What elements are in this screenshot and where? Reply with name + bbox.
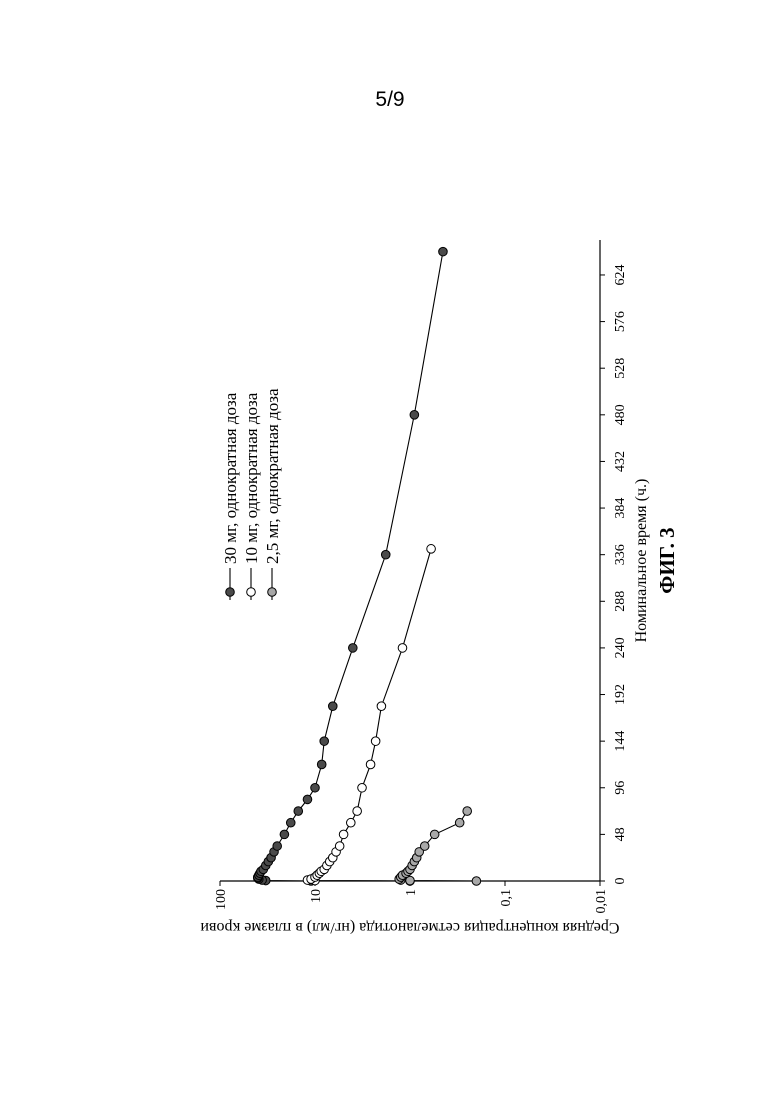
legend-entry: 10 мг, однократная доза: [242, 392, 261, 564]
legend-marker: [247, 588, 256, 597]
y-tick-label: 100: [214, 889, 229, 910]
page-number: 5/9: [0, 88, 780, 112]
data-point: [398, 644, 407, 653]
y-tick-label: 0,01: [594, 889, 609, 914]
legend: 30 мг, однократная доза10 мг, однократна…: [221, 388, 282, 600]
data-point: [303, 795, 312, 804]
x-tick-label: 0: [613, 878, 628, 885]
data-point: [328, 702, 337, 711]
data-point: [286, 818, 295, 827]
x-tick-label: 240: [613, 637, 628, 658]
data-point: [353, 807, 362, 816]
y-tick-label: 1: [404, 889, 419, 896]
x-tick-label: 528: [613, 358, 628, 379]
x-tick-label: 432: [613, 451, 628, 472]
x-tick-label: 48: [613, 827, 628, 841]
data-point: [311, 783, 320, 792]
figure-caption: ФИГ. 3: [655, 527, 679, 593]
series-layer: [254, 247, 481, 885]
legend-marker: [268, 588, 277, 597]
x-tick-label: 96: [613, 781, 628, 795]
chart-svg: 0489614419224028833638443248052857662410…: [80, 200, 700, 1000]
data-point: [472, 877, 481, 886]
data-point: [427, 545, 436, 554]
axes: 0489614419224028833638443248052857662410…: [214, 240, 628, 914]
legend-marker: [226, 588, 235, 597]
x-tick-label: 624: [613, 264, 628, 285]
x-tick-label: 384: [613, 498, 628, 519]
data-point: [455, 818, 464, 827]
data-point: [339, 830, 348, 839]
data-point: [366, 760, 375, 769]
data-point: [410, 411, 419, 420]
y-tick-label: 0,1: [499, 889, 514, 907]
rotated-plot-group: 0489614419224028833638443248052857662410…: [200, 240, 679, 936]
series-line: [308, 549, 432, 881]
y-tick-label: 10: [309, 889, 324, 903]
y-axis-label: Средняя концентрация сетмеланотида (нг/м…: [200, 919, 620, 936]
data-point: [377, 702, 386, 711]
data-point: [420, 842, 429, 851]
data-point: [335, 842, 344, 851]
legend-entry: 2,5 мг, однократная доза: [263, 388, 282, 564]
legend-entry: 30 мг, однократная доза: [221, 392, 240, 564]
x-tick-label: 576: [613, 311, 628, 332]
x-tick-label: 336: [613, 544, 628, 565]
series-1: [254, 247, 448, 885]
data-point: [317, 760, 326, 769]
x-tick-label: 480: [613, 404, 628, 425]
data-point: [280, 830, 289, 839]
series-3: [395, 807, 481, 886]
chart: 0489614419224028833638443248052857662410…: [80, 200, 700, 1000]
series-2: [303, 545, 435, 886]
data-point: [463, 807, 472, 816]
x-tick-label: 288: [613, 591, 628, 612]
data-point: [371, 737, 380, 746]
data-point: [346, 818, 355, 827]
data-point: [349, 644, 358, 653]
series-line: [258, 252, 443, 881]
data-point: [358, 783, 367, 792]
data-point: [294, 807, 303, 816]
data-point: [320, 737, 329, 746]
data-point: [381, 550, 390, 559]
data-point: [439, 247, 448, 256]
data-point: [430, 830, 439, 839]
x-axis-label: Номинальное время (ч.): [633, 479, 650, 643]
x-tick-label: 192: [613, 684, 628, 705]
data-point: [273, 842, 282, 851]
x-tick-label: 144: [613, 731, 628, 752]
